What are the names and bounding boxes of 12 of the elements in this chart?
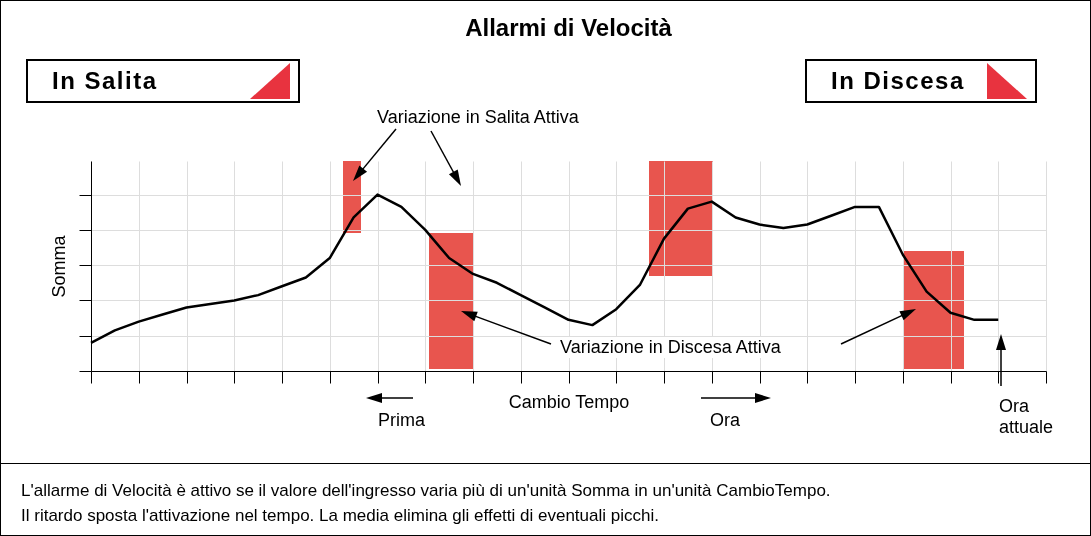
annotation: Variazione in Discesa Attiva (557, 337, 784, 358)
text: In Salita (52, 67, 158, 94)
text: Prima (378, 410, 426, 431)
text: L'allarme di Velocità è attivo se il valore dell'ingresso varia più di un'unità Somma in un'unità CambioTempo. (21, 481, 831, 501)
text: In Discesa (831, 67, 965, 94)
x-axis-title: Cambio Tempo (508, 392, 630, 412)
text: Ora attuale (999, 396, 1055, 438)
chart-title: Allarmi di Velocità (465, 14, 673, 41)
y-axis-title: Somma (49, 234, 69, 298)
text: Ora (710, 410, 741, 431)
text: Variazione in Salita Attiva (377, 107, 579, 128)
text: Il ritardo sposta l'attivazione nel tempo. La media elimina gli effetti di eventuali picchi. (21, 506, 659, 526)
